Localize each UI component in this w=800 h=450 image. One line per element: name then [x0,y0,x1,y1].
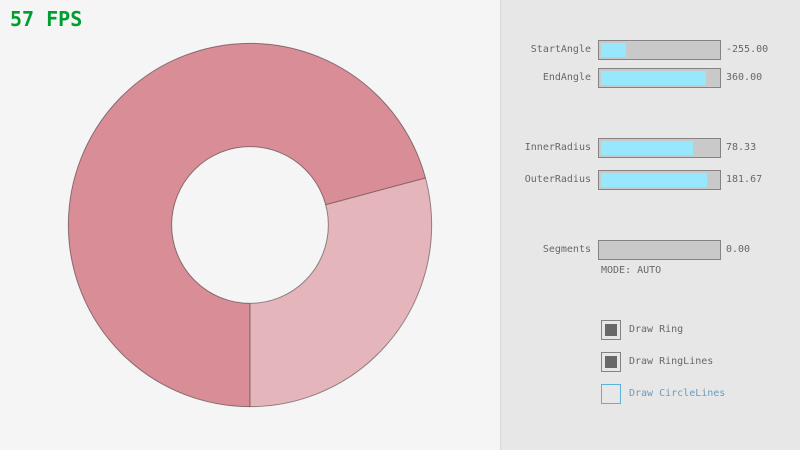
slider-value: 181.67 [726,174,763,185]
slider-value: 360.00 [726,72,763,83]
slider-fill [601,71,707,85]
checkbox-label: Draw RingLines [629,356,714,367]
slider-bar[interactable] [598,68,721,88]
slider-end-angle: EndAngle 360.00 [501,68,800,88]
slider-label: OuterRadius [524,174,591,185]
checkbox-box[interactable] [601,352,621,372]
slider-bar[interactable] [598,40,721,60]
slider-fill [601,141,693,155]
slider-value: 78.33 [726,142,757,153]
slider-value: 0.00 [726,244,751,255]
fps-counter: 57 FPS [10,7,83,31]
slider-label: InnerRadius [524,142,591,153]
checkbox-check-icon [605,324,617,336]
slider-bar[interactable] [598,170,721,190]
checkbox-box[interactable] [601,320,621,340]
slider-fill [601,43,627,57]
side-panel: StartAngle -255.00 EndAngle 360.00 Inner… [500,0,800,450]
checkbox-label: Draw CircleLines [629,388,726,399]
slider-segments: Segments 0.00 [501,240,800,260]
slider-outer-radius: OuterRadius 181.67 [501,170,800,190]
checkbox-box[interactable] [601,384,621,404]
slider-label: StartAngle [530,44,591,55]
slider-label: EndAngle [542,72,591,83]
slider-label: Segments [542,244,591,255]
slider-inner-radius: InnerRadius 78.33 [501,138,800,158]
slider-start-angle: StartAngle -255.00 [501,40,800,60]
checkbox-label: Draw Ring [629,324,684,335]
slider-fill [601,173,708,187]
slider-bar[interactable] [598,138,721,158]
slider-value: -255.00 [726,44,769,55]
slider-bar[interactable] [598,240,721,260]
checkbox-check-icon [605,356,617,368]
mode-label: MODE: AUTO [601,265,662,276]
